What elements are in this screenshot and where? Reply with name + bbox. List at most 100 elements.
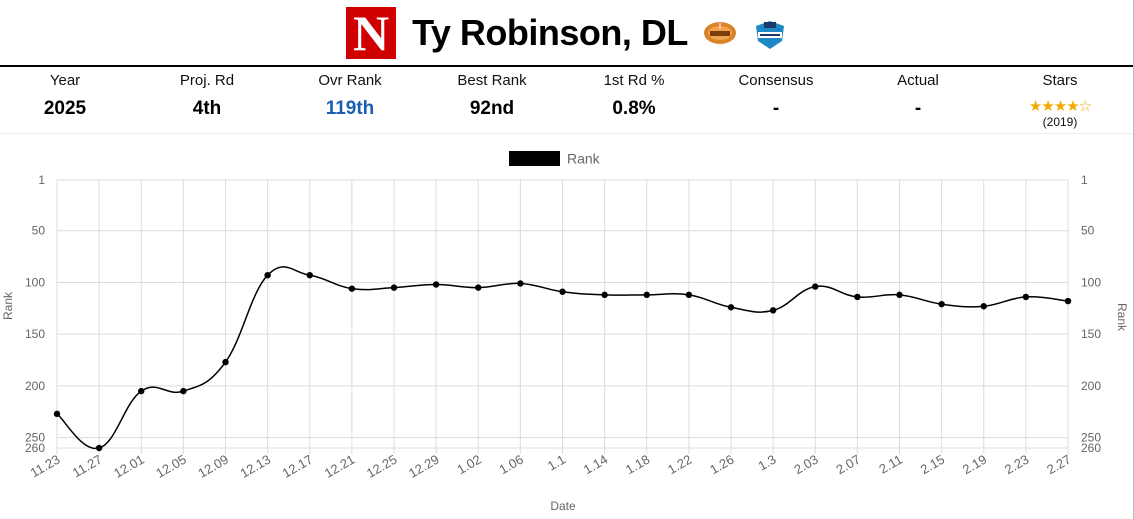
player-name: Ty Robinson, DL bbox=[412, 12, 688, 53]
data-point[interactable] bbox=[938, 300, 945, 308]
y-tick-label: 100 bbox=[1081, 275, 1101, 289]
y-tick-label: 1 bbox=[1081, 173, 1088, 187]
senior-bowl-icon[interactable] bbox=[702, 19, 738, 47]
x-tick-label: 1.1 bbox=[545, 452, 568, 474]
data-point[interactable] bbox=[53, 410, 61, 418]
stat-best-rank: Best Rank 92nd bbox=[422, 67, 562, 120]
data-point[interactable] bbox=[390, 284, 398, 291]
chart-grid bbox=[56, 179, 1069, 454]
stat-label: Stars bbox=[1042, 72, 1078, 89]
y-axis-title-right: Rank bbox=[1115, 303, 1129, 332]
data-point[interactable] bbox=[559, 288, 566, 295]
x-tick-label: 2.27 bbox=[1044, 452, 1073, 478]
stat-value: - bbox=[914, 98, 922, 119]
chart-legend[interactable]: Rank bbox=[509, 151, 601, 167]
stat-first-round-pct: 1st Rd % 0.8% bbox=[564, 67, 704, 120]
stat-label: Year bbox=[49, 72, 81, 89]
stat-value: - bbox=[772, 98, 780, 119]
combine-icon[interactable] bbox=[752, 19, 788, 49]
x-tick-label: 2.23 bbox=[1002, 452, 1031, 478]
stats-bar: Year 2025 Proj. Rd 4th Ovr Rank 119th Be… bbox=[0, 67, 1134, 134]
stat-consensus: Consensus - bbox=[706, 67, 846, 120]
legend-label: Rank bbox=[567, 151, 601, 167]
y-tick-label: 150 bbox=[1081, 327, 1101, 341]
data-point[interactable] bbox=[517, 280, 524, 287]
team-logo: N bbox=[346, 7, 397, 59]
header-divider bbox=[0, 65, 1134, 67]
player-header: N Ty Robinson, DL bbox=[0, 0, 1134, 66]
x-tick-label: 1.26 bbox=[707, 452, 736, 478]
data-point[interactable] bbox=[980, 303, 987, 310]
x-tick-label: 11.27 bbox=[70, 452, 105, 481]
data-point[interactable] bbox=[95, 444, 103, 452]
series-points bbox=[53, 271, 1072, 452]
data-point[interactable] bbox=[222, 358, 229, 366]
x-tick-label: 2.15 bbox=[918, 452, 947, 478]
data-point[interactable] bbox=[1022, 293, 1030, 301]
x-tick-label: 1.18 bbox=[623, 452, 652, 478]
data-point[interactable] bbox=[601, 291, 608, 299]
x-tick-label: 12.17 bbox=[280, 452, 316, 481]
x-axis-title: Date bbox=[550, 499, 576, 513]
x-tick-label: 12.13 bbox=[237, 452, 273, 481]
data-point[interactable] bbox=[769, 307, 777, 314]
legend-swatch bbox=[509, 151, 560, 166]
stat-value: 0.8% bbox=[612, 98, 656, 119]
data-point[interactable] bbox=[1064, 297, 1072, 305]
x-tick-label: 12.21 bbox=[322, 452, 358, 481]
x-tick-label: 11.23 bbox=[28, 452, 63, 481]
data-point[interactable] bbox=[306, 271, 313, 279]
y-axis-title-left: Rank bbox=[1, 291, 15, 320]
x-tick-label: 12.05 bbox=[153, 452, 189, 481]
stat-value: 4th bbox=[192, 98, 222, 119]
data-point[interactable] bbox=[475, 284, 482, 291]
stat-ovr-rank: Ovr Rank 119th bbox=[280, 67, 420, 120]
x-tick-label: 2.03 bbox=[791, 452, 820, 478]
data-point[interactable] bbox=[812, 283, 819, 290]
x-tick-label: 2.07 bbox=[833, 452, 862, 478]
x-tick-label: 12.09 bbox=[195, 452, 231, 481]
stat-value: 92nd bbox=[469, 98, 515, 119]
y-tick-label: 50 bbox=[32, 224, 46, 238]
stat-actual: Actual - bbox=[848, 67, 988, 120]
stars-year: (2019) bbox=[1042, 115, 1078, 129]
x-tick-label: 12.01 bbox=[111, 452, 147, 481]
x-tick-label: 1.06 bbox=[496, 452, 525, 478]
x-tick-label: 1.3 bbox=[755, 452, 778, 474]
stat-label: Actual bbox=[897, 72, 939, 89]
x-tick-label: 12.29 bbox=[406, 452, 442, 481]
y-tick-label: 150 bbox=[25, 327, 45, 341]
data-point[interactable] bbox=[432, 281, 440, 288]
stat-label: Ovr Rank bbox=[318, 72, 382, 89]
stat-label: 1st Rd % bbox=[603, 72, 665, 89]
stat-year: Year 2025 bbox=[0, 67, 135, 120]
data-point[interactable] bbox=[348, 285, 356, 292]
x-tick-label: 12.25 bbox=[364, 452, 400, 481]
stat-label: Consensus bbox=[738, 72, 814, 89]
data-point[interactable] bbox=[685, 291, 693, 299]
data-point[interactable] bbox=[264, 271, 271, 279]
x-tick-label: 2.19 bbox=[960, 452, 989, 478]
data-point[interactable] bbox=[138, 387, 145, 395]
data-point[interactable] bbox=[727, 304, 735, 311]
y-tick-label: 1 bbox=[38, 173, 45, 187]
data-point[interactable] bbox=[896, 291, 903, 299]
stat-proj-rd: Proj. Rd 4th bbox=[137, 67, 277, 120]
data-point[interactable] bbox=[854, 293, 861, 301]
y-tick-label: 200 bbox=[25, 379, 45, 393]
stat-value: 119th bbox=[325, 98, 375, 119]
y-tick-label: 250 bbox=[25, 431, 45, 445]
stat-label: Best Rank bbox=[457, 72, 527, 89]
y-tick-label: 100 bbox=[25, 275, 45, 289]
y-tick-label: 50 bbox=[1081, 224, 1095, 238]
y-tick-label: 200 bbox=[1081, 379, 1101, 393]
star-rating: ★★★★☆ bbox=[990, 97, 1130, 115]
data-point[interactable] bbox=[643, 291, 650, 299]
x-tick-label: 1.22 bbox=[665, 452, 694, 478]
data-point[interactable] bbox=[180, 387, 187, 395]
y-tick-label: 260 bbox=[1081, 441, 1101, 455]
x-tick-label: 1.02 bbox=[454, 452, 483, 478]
